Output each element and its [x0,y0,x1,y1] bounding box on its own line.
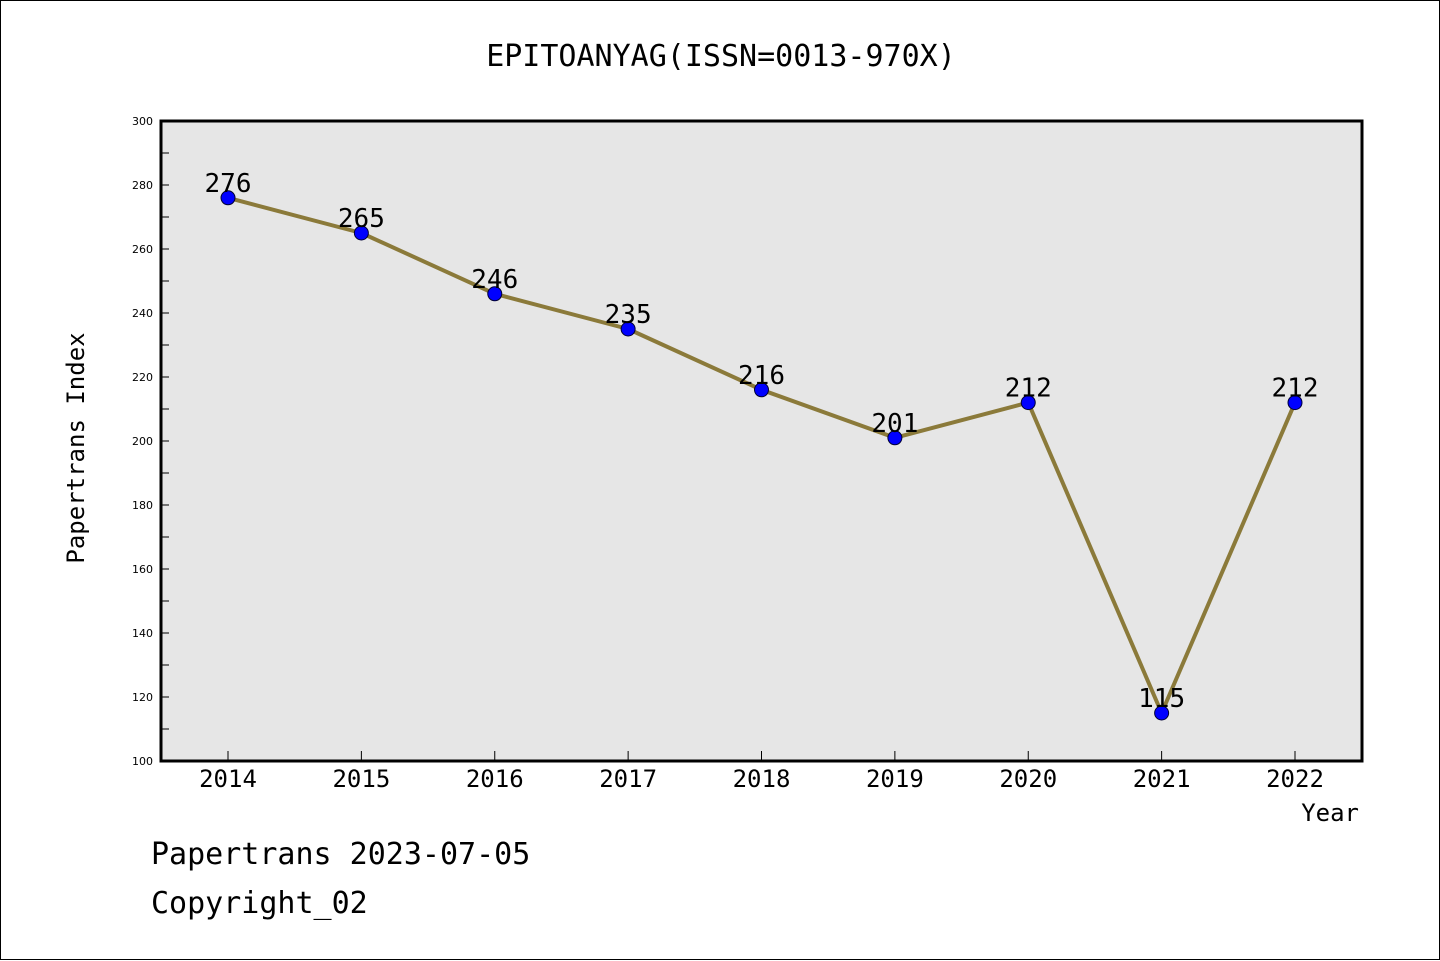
data-label: 201 [871,409,918,439]
y-tick-label: 260 [132,243,153,256]
footer-copyright: Copyright_02 [151,886,368,921]
x-tick-label: 2018 [733,765,791,793]
y-tick-label: 140 [132,627,153,640]
y-tick-label: 180 [132,499,153,512]
data-point [754,382,769,398]
y-tick-label: 220 [132,371,153,384]
x-tick-label: 2020 [999,765,1057,793]
y-tick-label: 280 [132,179,153,192]
data-point [620,321,636,337]
data-label: 212 [1005,374,1052,404]
y-tick-label: 100 [132,755,153,768]
footer-date: Papertrans 2023-07-05 [151,837,531,872]
x-tick-label: 2022 [1266,765,1324,793]
data-point [220,190,236,206]
chart-title: EPITOANYAG(ISSN=0013-970X) [486,39,956,74]
data-label: 276 [205,169,252,199]
plot-border [159,119,1364,763]
data-point [487,286,503,302]
data-point [1154,705,1170,721]
data-label: 246 [471,265,518,295]
data-label: 212 [1272,374,1319,404]
x-axis-label: Year [1301,799,1359,827]
data-label: 265 [338,204,385,234]
x-tick-label: 2021 [1133,765,1191,793]
x-tick-label: 2015 [332,765,390,793]
x-tick-label: 2017 [599,765,657,793]
y-tick-label: 200 [132,435,153,448]
data-label: 235 [605,300,652,330]
data-label: 115 [1138,684,1185,714]
y-tick-label: 160 [132,563,153,576]
data-point [353,225,369,241]
data-point [1287,395,1303,411]
data-point [887,430,903,446]
x-tick-label: 2019 [866,765,924,793]
y-tick-label: 120 [132,691,153,704]
x-tick-label: 2014 [199,765,257,793]
data-point [1020,395,1036,411]
data-label: 216 [738,361,785,391]
x-tick-label: 2016 [466,765,524,793]
y-tick-label: 300 [132,115,153,128]
y-tick-label: 240 [132,307,153,320]
